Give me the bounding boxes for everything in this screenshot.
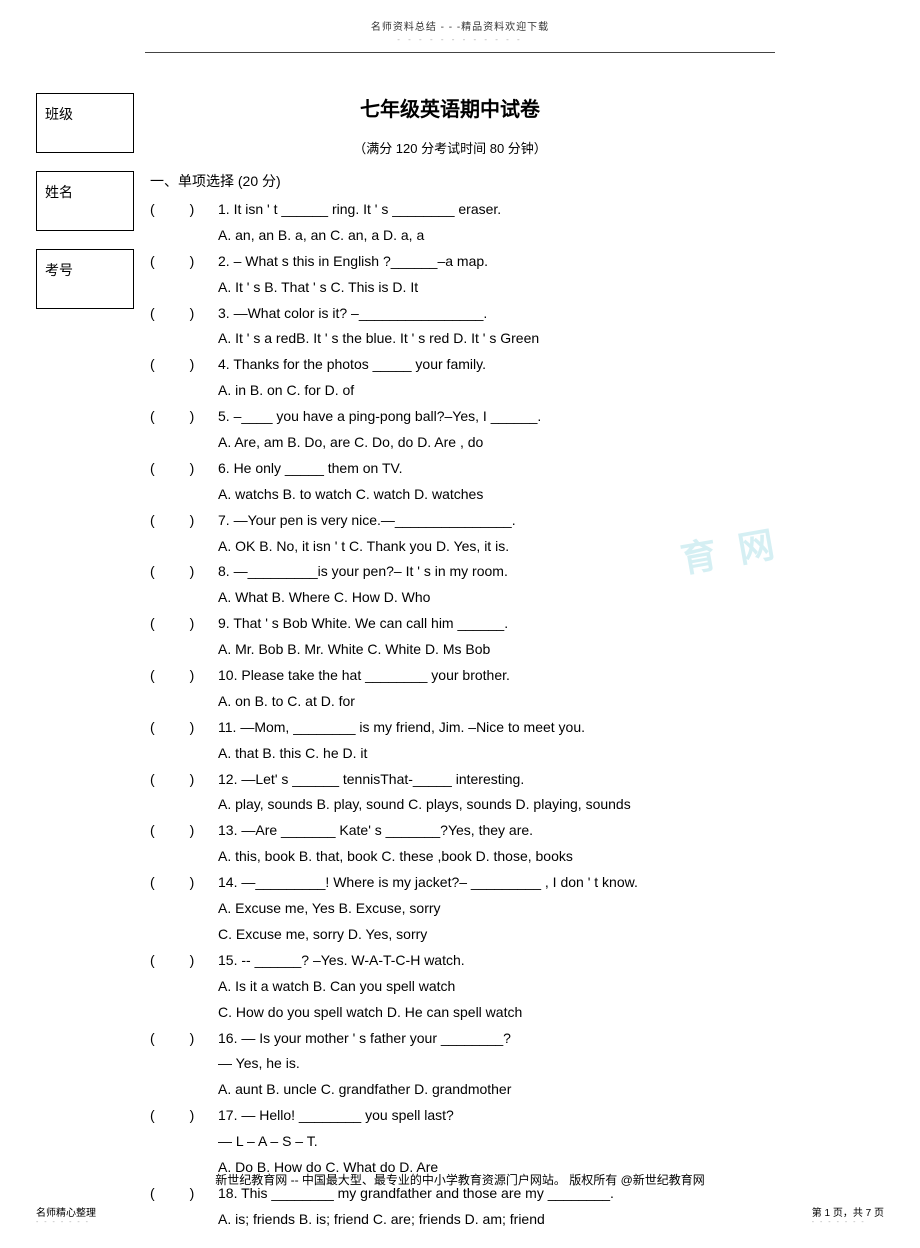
question-paren: ( ) — [150, 249, 218, 275]
question-options: A. is; friends B. is; friend C. are; fri… — [218, 1207, 800, 1233]
question-text: 14. —_________! Where is my jacket?– ___… — [218, 870, 800, 896]
question-paren: ( ) — [150, 818, 218, 844]
question-paren: ( ) — [150, 1026, 218, 1078]
question: ( )7. —Your pen is very nice.—__________… — [150, 508, 800, 534]
question-text: 4. Thanks for the photos _____ your fami… — [218, 352, 800, 378]
question-options: A. play, sounds B. play, sound C. plays,… — [218, 792, 800, 818]
question-options: A. What B. Where C. How D. Who — [218, 585, 800, 611]
question-options: A. OK B. No, it isn ' t C. Thank you D. … — [218, 534, 800, 560]
question-options: A. It ' s a redB. It ' s the blue. It ' … — [218, 326, 800, 352]
question-paren: ( ) — [150, 1103, 218, 1155]
class-label-box: 班级 — [36, 93, 134, 153]
question-paren: ( ) — [150, 948, 218, 974]
question-options: A. It ' s B. That ' s C. This is D. It — [218, 275, 800, 301]
question-options: A. this, book B. that, book C. these ,bo… — [218, 844, 800, 870]
question-paren: ( ) — [150, 663, 218, 689]
question-text: 9. That ' s Bob White. We can call him _… — [218, 611, 800, 637]
question: ( )2. – What s this in English ?______–a… — [150, 249, 800, 275]
question-paren: ( ) — [150, 559, 218, 585]
question-text: 3. —What color is it? –________________. — [218, 301, 800, 327]
name-label: 姓名 — [45, 182, 73, 202]
question-paren: ( ) — [150, 456, 218, 482]
question-options: A. Are, am B. Do, are C. Do, do D. Are ,… — [218, 430, 800, 456]
top-dots: - - - - - - - - - - - - — [0, 35, 920, 44]
page-subtitle: （满分 120 分考试时间 80 分钟） — [100, 138, 800, 157]
question: ( )1. It isn ' t ______ ring. It ' s ___… — [150, 197, 800, 223]
class-label: 班级 — [45, 104, 73, 124]
question: ( )5. –____ you have a ping-pong ball?–Y… — [150, 404, 800, 430]
question: ( )15. -- ______? –Yes. W-A-T-C-H watch. — [150, 948, 800, 974]
question-paren: ( ) — [150, 404, 218, 430]
question: ( )4. Thanks for the photos _____ your f… — [150, 352, 800, 378]
question-options: A. that B. this C. he D. it — [218, 741, 800, 767]
question-paren: ( ) — [150, 870, 218, 896]
question-options: A. Is it a watch B. Can you spell watchC… — [218, 974, 800, 1026]
bottom-right-text: 第 1 页，共 7 页 — [812, 1204, 884, 1219]
main-content: 七年级英语期中试卷 （满分 120 分考试时间 80 分钟） 一、单项选择 (2… — [150, 93, 800, 1233]
footer-text: 新世纪教育网 -- 中国最大型、最专业的中小学教育资源门户网站。 版权所有 @新… — [0, 1171, 920, 1188]
question: ( )11. —Mom, ________ is my friend, Jim.… — [150, 715, 800, 741]
question-text: 13. —Are _______ Kate' s _______?Yes, th… — [218, 818, 800, 844]
top-divider — [145, 52, 775, 53]
question-options: A. aunt B. uncle C. grandfather D. grand… — [218, 1077, 800, 1103]
question-options: A. Excuse me, Yes B. Excuse, sorryC. Exc… — [218, 896, 800, 948]
question-paren: ( ) — [150, 611, 218, 637]
question-paren: ( ) — [150, 715, 218, 741]
question: ( )8. —_________is your pen?– It ' s in … — [150, 559, 800, 585]
question: ( )10. Please take the hat ________ your… — [150, 663, 800, 689]
question-text: 6. He only _____ them on TV. — [218, 456, 800, 482]
bottom-right: 第 1 页，共 7 页 - - - - - - - — [812, 1204, 884, 1226]
bottom-right-dots: - - - - - - - — [812, 1219, 884, 1226]
bottom-left-dots: - - - - - - - — [36, 1219, 96, 1226]
top-header-text: 名师资料总结 - - -精品资料欢迎下载 — [0, 0, 920, 33]
question-options: A. an, an B. a, an C. an, a D. a, a — [218, 223, 800, 249]
question-text: 15. -- ______? –Yes. W-A-T-C-H watch. — [218, 948, 800, 974]
examno-label: 考号 — [45, 260, 73, 280]
question-text: 8. —_________is your pen?– It ' s in my … — [218, 559, 800, 585]
question-text: 17. — Hello! ________ you spell last?— L… — [218, 1103, 800, 1155]
bottom-left: 名师精心整理 - - - - - - - — [36, 1204, 96, 1226]
question-paren: ( ) — [150, 508, 218, 534]
question: ( )16. — Is your mother ' s father your … — [150, 1026, 800, 1078]
question-text: 1. It isn ' t ______ ring. It ' s ______… — [218, 197, 800, 223]
question-paren: ( ) — [150, 301, 218, 327]
name-label-box: 姓名 — [36, 171, 134, 231]
question-text: 10. Please take the hat ________ your br… — [218, 663, 800, 689]
question: ( )17. — Hello! ________ you spell last?… — [150, 1103, 800, 1155]
question: ( )3. —What color is it? –______________… — [150, 301, 800, 327]
question: ( )14. —_________! Where is my jacket?– … — [150, 870, 800, 896]
label-boxes: 班级 姓名 考号 — [36, 93, 134, 309]
question-options: A. in B. on C. for D. of — [218, 378, 800, 404]
questions-container: ( )1. It isn ' t ______ ring. It ' s ___… — [150, 197, 800, 1233]
section-header: 一、单项选择 (20 分) — [150, 171, 800, 191]
question-text: 11. —Mom, ________ is my friend, Jim. –N… — [218, 715, 800, 741]
question-text: 2. – What s this in English ?______–a ma… — [218, 249, 800, 275]
question-paren: ( ) — [150, 197, 218, 223]
question-text: 12. —Let' s ______ tennisThat-_____ inte… — [218, 767, 800, 793]
question: ( )12. —Let' s ______ tennisThat-_____ i… — [150, 767, 800, 793]
question-text: 16. — Is your mother ' s father your ___… — [218, 1026, 800, 1078]
question-text: 5. –____ you have a ping-pong ball?–Yes,… — [218, 404, 800, 430]
question: ( )9. That ' s Bob White. We can call hi… — [150, 611, 800, 637]
question-options: A. watchs B. to watch C. watch D. watche… — [218, 482, 800, 508]
question-paren: ( ) — [150, 352, 218, 378]
page-title: 七年级英语期中试卷 — [100, 93, 800, 122]
question-options: A. on B. to C. at D. for — [218, 689, 800, 715]
bottom-left-text: 名师精心整理 — [36, 1204, 96, 1219]
question: ( )6. He only _____ them on TV. — [150, 456, 800, 482]
question-text: 7. —Your pen is very nice.—_____________… — [218, 508, 800, 534]
question-options: A. Mr. Bob B. Mr. White C. White D. Ms B… — [218, 637, 800, 663]
question: ( )13. —Are _______ Kate' s _______?Yes,… — [150, 818, 800, 844]
question-paren: ( ) — [150, 767, 218, 793]
examno-label-box: 考号 — [36, 249, 134, 309]
